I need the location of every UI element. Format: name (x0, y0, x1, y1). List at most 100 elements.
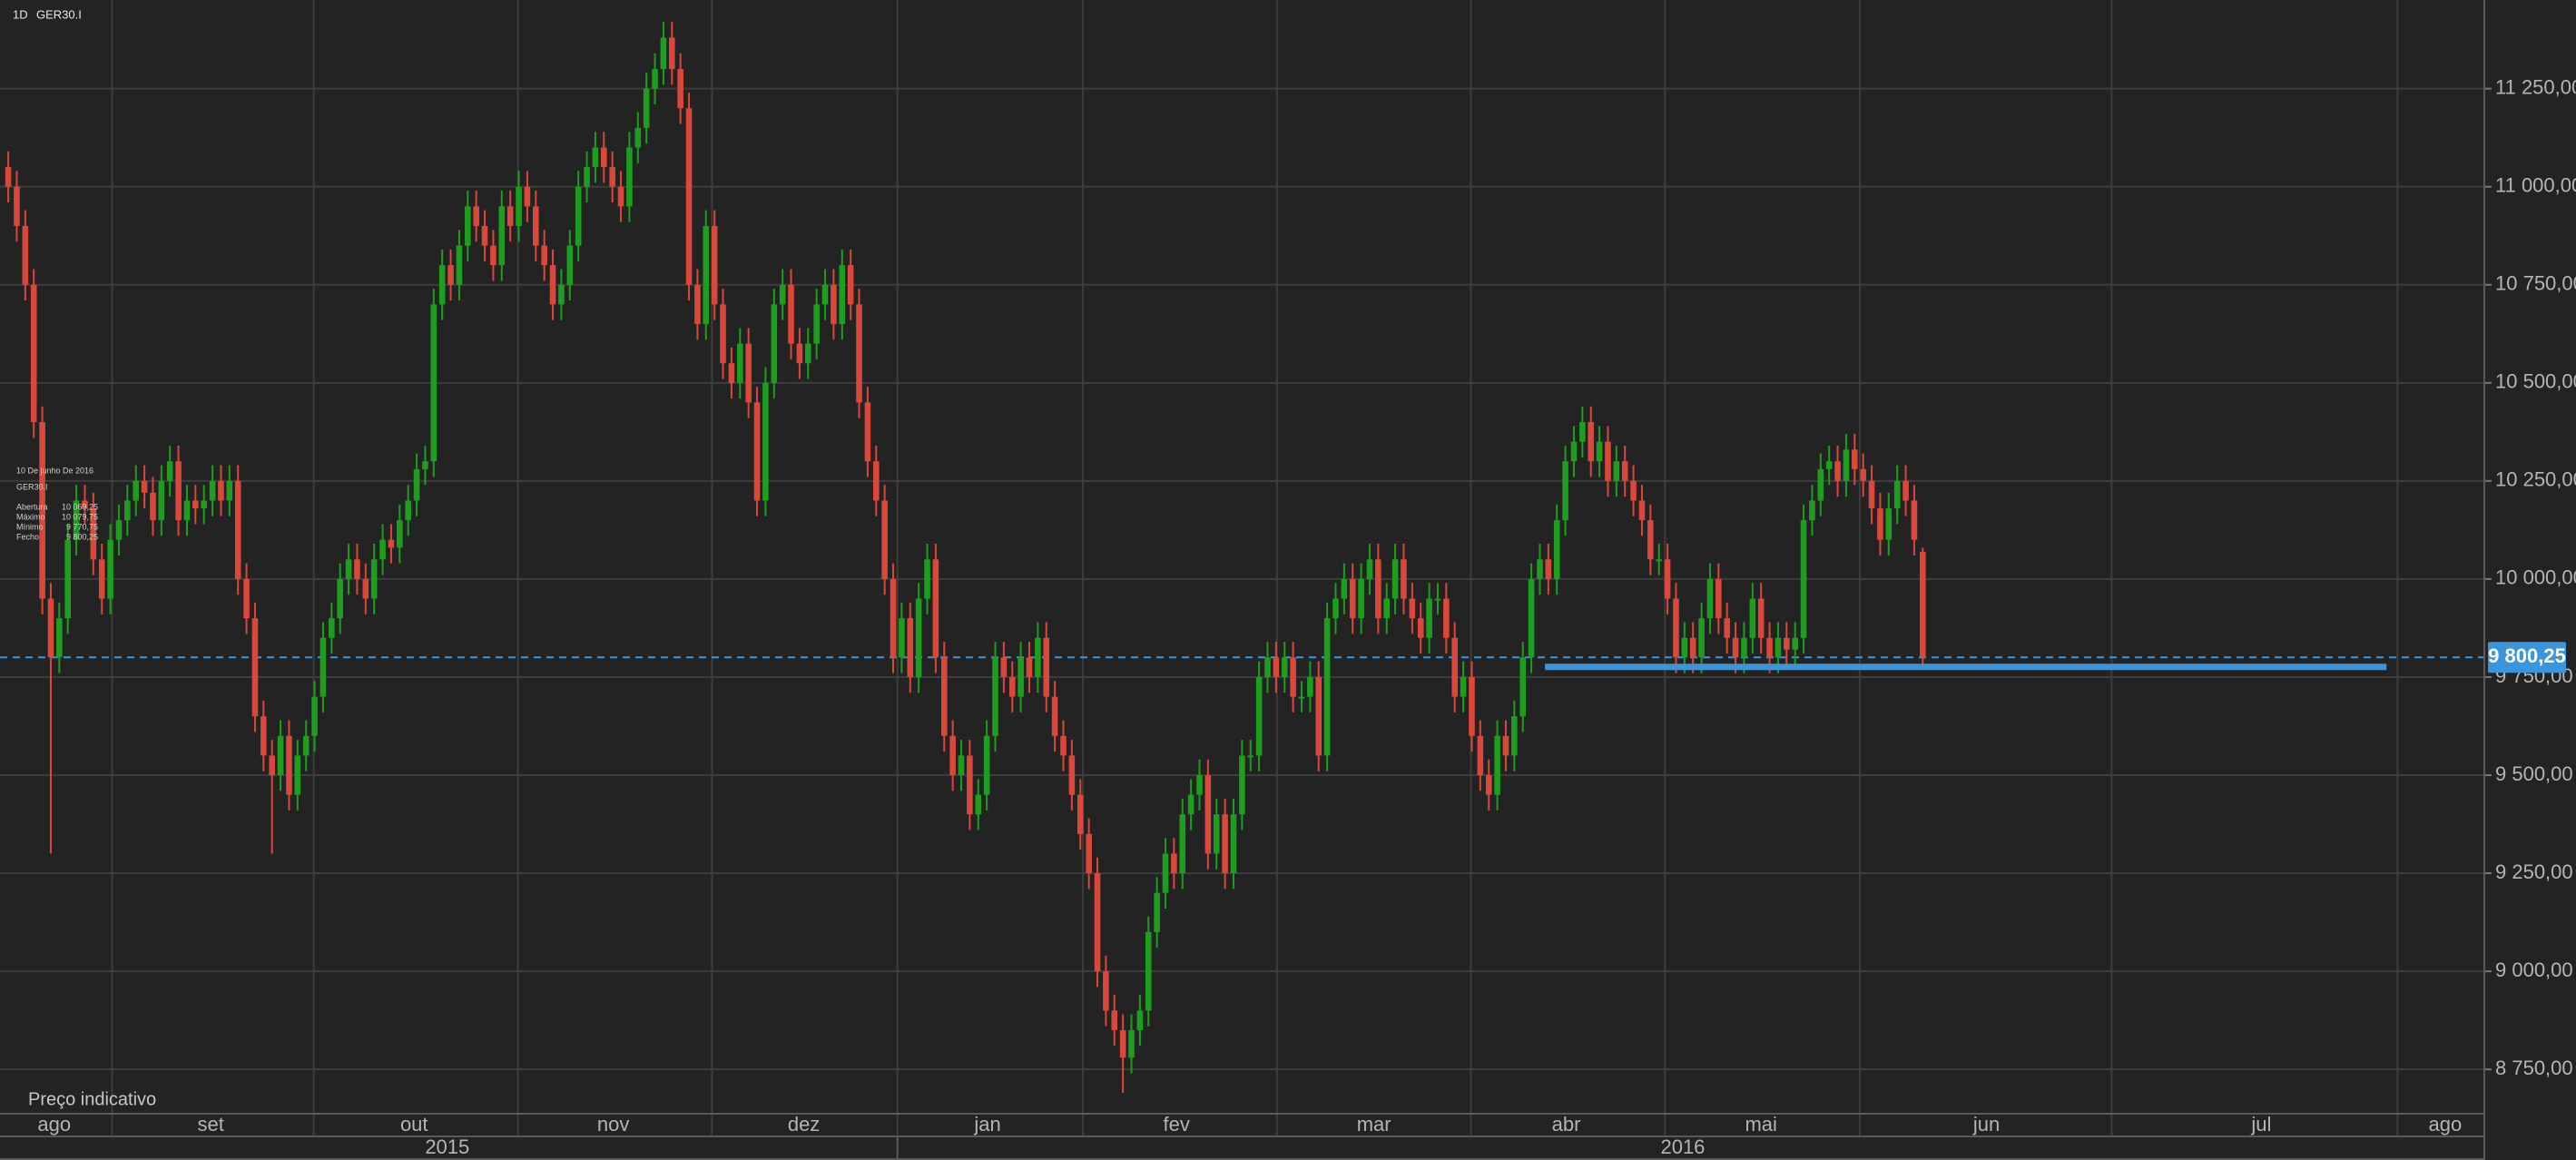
candle-body (584, 167, 590, 187)
candle-body (39, 422, 45, 599)
candle-body (82, 500, 88, 509)
candle-body (294, 755, 301, 795)
candle-body (1570, 441, 1578, 462)
x-tick-label: ago (37, 1113, 71, 1135)
candle-body (685, 108, 693, 285)
candle-body (1000, 657, 1008, 677)
candle-body (1537, 559, 1543, 579)
candle-body (728, 363, 735, 383)
y-tick-label: 8 750,00 (2495, 1057, 2573, 1079)
candle-body (1647, 520, 1654, 560)
candle-body (967, 755, 973, 815)
candle-body (1775, 637, 1782, 658)
footer-note: Preço indicativo (28, 1089, 156, 1109)
candle-body (1103, 971, 1109, 1011)
y-tick-label: 9 250,00 (2495, 860, 2573, 883)
candle-body (949, 735, 956, 776)
symbol: GER30.I (36, 7, 82, 21)
candle-body (736, 343, 743, 383)
candle-body (1077, 794, 1084, 834)
candle-body (703, 225, 710, 324)
candle-body (1018, 657, 1024, 697)
candle-body (490, 245, 497, 266)
y-tick-label: 10 000,00 (2495, 566, 2576, 589)
candle-body (302, 735, 310, 756)
candle-body (617, 186, 624, 207)
candle-body (1877, 508, 1883, 540)
info-value: 10 079,75 (62, 512, 98, 521)
candle-body (1588, 422, 1594, 462)
candle-body (209, 480, 216, 501)
candle-body (1553, 520, 1560, 579)
candle-body (1809, 500, 1815, 521)
candle-body (1469, 676, 1475, 736)
candle-body (234, 480, 241, 579)
candle-body (796, 343, 803, 364)
candle-body (124, 500, 131, 521)
candle-body (720, 304, 726, 364)
candle-body (907, 618, 914, 677)
candle-body (1008, 676, 1016, 697)
candle-body (1860, 468, 1866, 481)
candle-body (1213, 814, 1220, 854)
candle-body (1706, 578, 1714, 619)
y-tick-label: 9 000,00 (2495, 958, 2573, 981)
candle-body (771, 304, 778, 383)
x-tick-label: mar (1357, 1113, 1391, 1135)
y-tick-label: 9 500,00 (2495, 762, 2573, 785)
candle-body (115, 520, 123, 540)
candle-body (694, 284, 701, 324)
candle-body (1222, 814, 1228, 874)
candle-body (592, 147, 599, 168)
candle-body (166, 461, 173, 481)
candle-body (856, 304, 862, 403)
candle-body (1451, 637, 1458, 697)
candle-body (575, 186, 582, 246)
candle-body (1366, 559, 1373, 579)
candle-body (660, 37, 667, 70)
candle-body (1051, 696, 1058, 736)
info-value: 10 069,25 (62, 502, 98, 511)
candle-body (1800, 520, 1807, 638)
candle-body (226, 480, 233, 501)
candle-body (899, 618, 905, 658)
candle-body (1426, 598, 1432, 638)
candle-body (413, 468, 420, 501)
candle-body (1247, 755, 1254, 758)
candle-body (813, 304, 820, 344)
candle-body (881, 500, 888, 579)
y-tick-label: 10 250,00 (2495, 468, 2576, 491)
candle-body (1681, 637, 1688, 658)
candle-body (1638, 500, 1646, 521)
candle-body (890, 578, 897, 658)
candle-body (1196, 775, 1203, 795)
candle-body (1281, 657, 1288, 677)
candle-body (1409, 598, 1416, 619)
info-label: Máximo (16, 512, 45, 521)
candle-body (1230, 814, 1237, 874)
candle-body (107, 539, 113, 599)
candle-body (1290, 657, 1296, 697)
candle-body (22, 225, 29, 285)
candle-body (1893, 480, 1901, 509)
candle-body (1273, 657, 1280, 677)
candle-body (864, 402, 871, 462)
candle-body (1341, 578, 1348, 599)
candle-body (1171, 853, 1177, 874)
candle-body (388, 539, 395, 548)
candle-body (1689, 637, 1696, 658)
candle-body (1375, 559, 1381, 619)
candle-body (1494, 735, 1500, 795)
y-tick-label: 11 250,00 (2495, 75, 2576, 98)
x-tick-label: ago (2429, 1113, 2463, 1135)
info-box: Abertura 10 069,25 Máximo 10 079,75 Mínimo 9 … (16, 502, 98, 541)
candle-body (1043, 637, 1050, 697)
candle-body (677, 69, 683, 109)
candle-body (652, 69, 658, 89)
candle-body (839, 265, 846, 324)
candle-body (524, 186, 531, 207)
candle-body (141, 480, 148, 493)
candle-body (337, 578, 343, 619)
candle-body (940, 657, 948, 736)
